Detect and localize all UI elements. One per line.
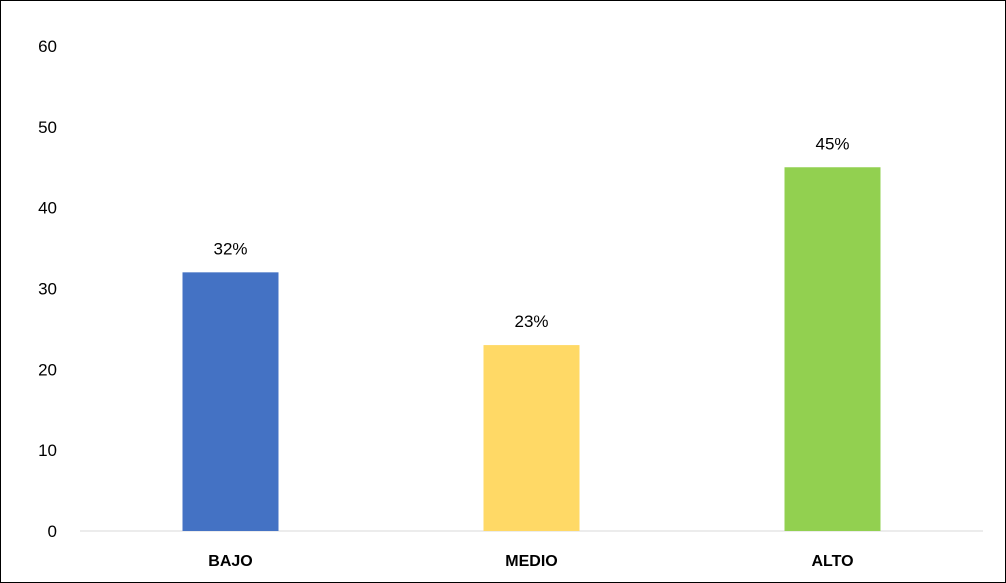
y-tick-label: 30 [38, 280, 57, 299]
bar-bajo [182, 272, 279, 531]
bar-medio [483, 345, 580, 531]
category-label-bajo: BAJO [208, 553, 252, 570]
category-label-alto: ALTO [811, 553, 853, 570]
y-tick-label: 0 [48, 522, 57, 541]
y-tick-label: 40 [38, 199, 57, 218]
data-label-medio: 23% [514, 312, 548, 331]
y-axis-ticks: 0 10 20 30 40 50 60 [38, 37, 57, 541]
y-tick-label: 50 [38, 118, 57, 137]
category-labels: BAJO MEDIO ALTO [208, 553, 853, 570]
data-label-alto: 45% [815, 134, 849, 153]
y-tick-label: 10 [38, 441, 57, 460]
category-label-medio: MEDIO [505, 553, 557, 570]
data-label-bajo: 32% [213, 239, 247, 258]
y-tick-label: 20 [38, 360, 57, 379]
y-tick-label: 60 [38, 37, 57, 56]
bar-alto [784, 167, 881, 531]
data-labels: 32% 23% 45% [213, 134, 849, 331]
bars [182, 167, 881, 531]
